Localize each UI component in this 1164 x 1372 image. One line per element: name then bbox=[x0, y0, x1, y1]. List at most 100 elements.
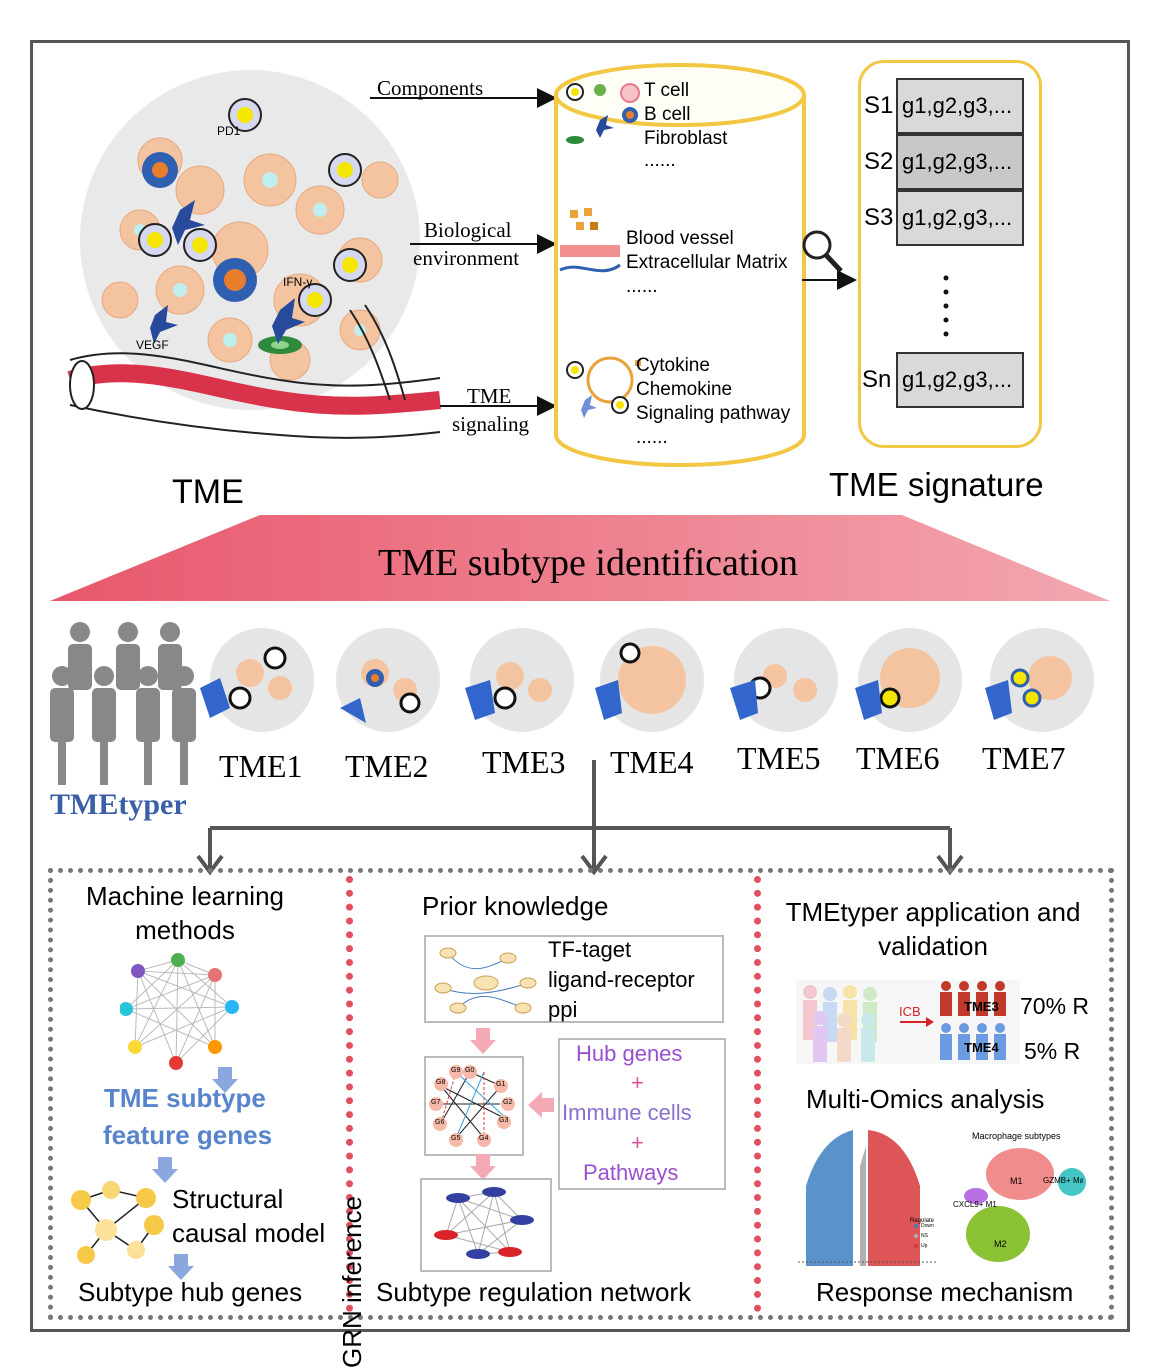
subtype-illustrations bbox=[200, 628, 1094, 732]
icb-tme4: TME4 bbox=[964, 1040, 999, 1055]
grn-node-g9: G9 bbox=[451, 1067, 461, 1074]
cyl-item-vessel: Blood vessel bbox=[626, 228, 734, 249]
subtype-tme1: TME1 bbox=[219, 748, 303, 784]
subtype-tme7: TME7 bbox=[982, 740, 1066, 776]
tme-label: TME bbox=[172, 473, 244, 511]
grn-box bbox=[424, 1056, 524, 1156]
banner-title: TME subtype identification bbox=[378, 542, 799, 584]
umap-m2: M2 bbox=[994, 1239, 1007, 1249]
cyl-item-more-3: ...... bbox=[636, 427, 668, 448]
prior-item-ppi: ppi bbox=[548, 997, 578, 1022]
combo-hub: Hub genes bbox=[576, 1041, 683, 1066]
signature-title: TME signature bbox=[829, 466, 1044, 503]
signaling-label-1: TME bbox=[467, 384, 512, 408]
left-title-line-1: Machine learning bbox=[85, 881, 284, 911]
right-panel-footer: Response mechanism bbox=[816, 1277, 1074, 1307]
panel-divider-1 bbox=[346, 876, 353, 1312]
category-arrows bbox=[370, 88, 557, 416]
subtype-banner bbox=[50, 515, 1110, 601]
bio-env-label-1: Biological bbox=[424, 218, 512, 242]
cyl-item-more-2: ...... bbox=[626, 276, 658, 297]
grn-node-g2: G2 bbox=[503, 1099, 513, 1106]
grn-node-g8: G8 bbox=[436, 1079, 446, 1086]
subtype-tme5: TME5 bbox=[737, 740, 821, 776]
umap-cxcl9: CXCL9+ M1 bbox=[953, 1200, 997, 1209]
grn-side-text: GRN inference bbox=[337, 1196, 367, 1368]
down-arrow-icon-2 bbox=[152, 1157, 178, 1183]
left-panel-title: Machine learning methods bbox=[60, 880, 310, 948]
cyl-item-ecm: Extracellular Matrix bbox=[626, 252, 788, 273]
umap-m1: M1 bbox=[1010, 1176, 1023, 1186]
signaling-label-2: signaling bbox=[452, 412, 529, 436]
combo-plus-1: + bbox=[631, 1070, 644, 1095]
grn-node-g4: G4 bbox=[479, 1135, 489, 1142]
volcano-legend-title: Regulate bbox=[910, 1218, 935, 1224]
sig-label-3: S3 bbox=[864, 204, 894, 231]
rate-tme3: 70% R bbox=[1020, 993, 1090, 1019]
subtype-tme2: TME2 bbox=[345, 748, 429, 784]
vegf-label: VEGF bbox=[136, 338, 169, 352]
connector-arrows bbox=[196, 760, 964, 876]
feature-genes-line-1: TME subtype bbox=[104, 1083, 266, 1113]
components-label: Components bbox=[377, 76, 484, 100]
middle-panel-footer: Subtype regulation network bbox=[376, 1277, 692, 1307]
prior-item-tf: TF-taget bbox=[548, 937, 632, 962]
down-arrow-icon-5 bbox=[470, 1154, 496, 1180]
rate-tme4: 5% R bbox=[1024, 1038, 1081, 1064]
cyl-item-fibroblast: Fibroblast bbox=[644, 128, 728, 149]
sig-box-2: g1,g2,g3,... bbox=[896, 134, 1024, 190]
middle-panel-title: Prior knowledge bbox=[422, 891, 609, 921]
right-title-line-1: TMEtyper application and bbox=[785, 897, 1081, 927]
regulation-net-box bbox=[420, 1178, 552, 1272]
right-title-line-2: validation bbox=[878, 930, 988, 961]
subtype-tme6: TME6 bbox=[856, 740, 940, 776]
sig-label-1: S1 bbox=[864, 92, 894, 119]
combo-immune: Immune cells bbox=[562, 1100, 692, 1125]
tool-name: TMEtyper bbox=[50, 788, 187, 821]
left-arrow-icon bbox=[528, 1092, 554, 1118]
right-panel-title: TMEtyper application and validation bbox=[766, 896, 1100, 964]
grn-node-g6: G6 bbox=[435, 1119, 445, 1126]
pd1-label: PD1 bbox=[217, 124, 241, 138]
patient-group-icon bbox=[50, 622, 196, 785]
grn-node-g7: G7 bbox=[431, 1099, 441, 1106]
prior-knowledge-box bbox=[424, 935, 724, 1023]
causal-line-1: Structural bbox=[172, 1184, 284, 1214]
subtype-tme3: TME3 bbox=[482, 744, 566, 780]
tme-illustration bbox=[67, 70, 441, 439]
sig-label-n: Sn bbox=[862, 366, 892, 393]
sig-label-2: S2 bbox=[864, 148, 894, 175]
volcano-plot bbox=[798, 1126, 938, 1270]
cyl-item-cytokine: Cytokine bbox=[636, 355, 710, 376]
icb-tme3: TME3 bbox=[964, 999, 999, 1014]
omics-title: Multi-Omics analysis bbox=[806, 1084, 1045, 1114]
sig-ellipsis bbox=[943, 275, 949, 337]
grn-node-g5: G5 bbox=[451, 1135, 461, 1142]
volcano-legend-ns: NS bbox=[921, 1233, 928, 1239]
grn-side-label: GRN inference bbox=[337, 1196, 368, 1368]
subtype-tme4: TME4 bbox=[610, 744, 694, 780]
icb-label: ICB bbox=[899, 1004, 921, 1019]
signature-panel bbox=[858, 60, 1042, 448]
figure-frame bbox=[30, 40, 1130, 1332]
volcano-legend-down: Down bbox=[921, 1223, 934, 1229]
left-panel-footer: Subtype hub genes bbox=[78, 1277, 303, 1307]
cyl-item-more-1: ...... bbox=[644, 150, 676, 171]
umap-plot bbox=[948, 1126, 1088, 1270]
ifn-label: IFN-γ bbox=[283, 275, 313, 289]
feature-genes-line-2: feature genes bbox=[103, 1120, 273, 1150]
down-arrow-icon-4 bbox=[470, 1028, 496, 1054]
icb-response-illustration bbox=[796, 980, 1020, 1064]
cyl-item-bcell: B cell bbox=[644, 104, 691, 125]
panel-divider-2 bbox=[754, 876, 761, 1312]
grn-node-g3: G3 bbox=[499, 1117, 509, 1124]
left-title-line-2: methods bbox=[135, 914, 235, 945]
signature-arrow bbox=[802, 270, 857, 290]
grn-node-g1: G1 bbox=[496, 1081, 506, 1088]
causal-line-2: causal model bbox=[172, 1218, 326, 1248]
sig-box-1: g1,g2,g3,... bbox=[896, 78, 1024, 134]
bio-env-label-2: environment bbox=[413, 246, 520, 270]
magnifier-icon bbox=[802, 230, 843, 273]
sig-box-3: g1,g2,g3,... bbox=[896, 190, 1024, 246]
cyl-item-chemokine: Chemokine bbox=[636, 379, 733, 400]
